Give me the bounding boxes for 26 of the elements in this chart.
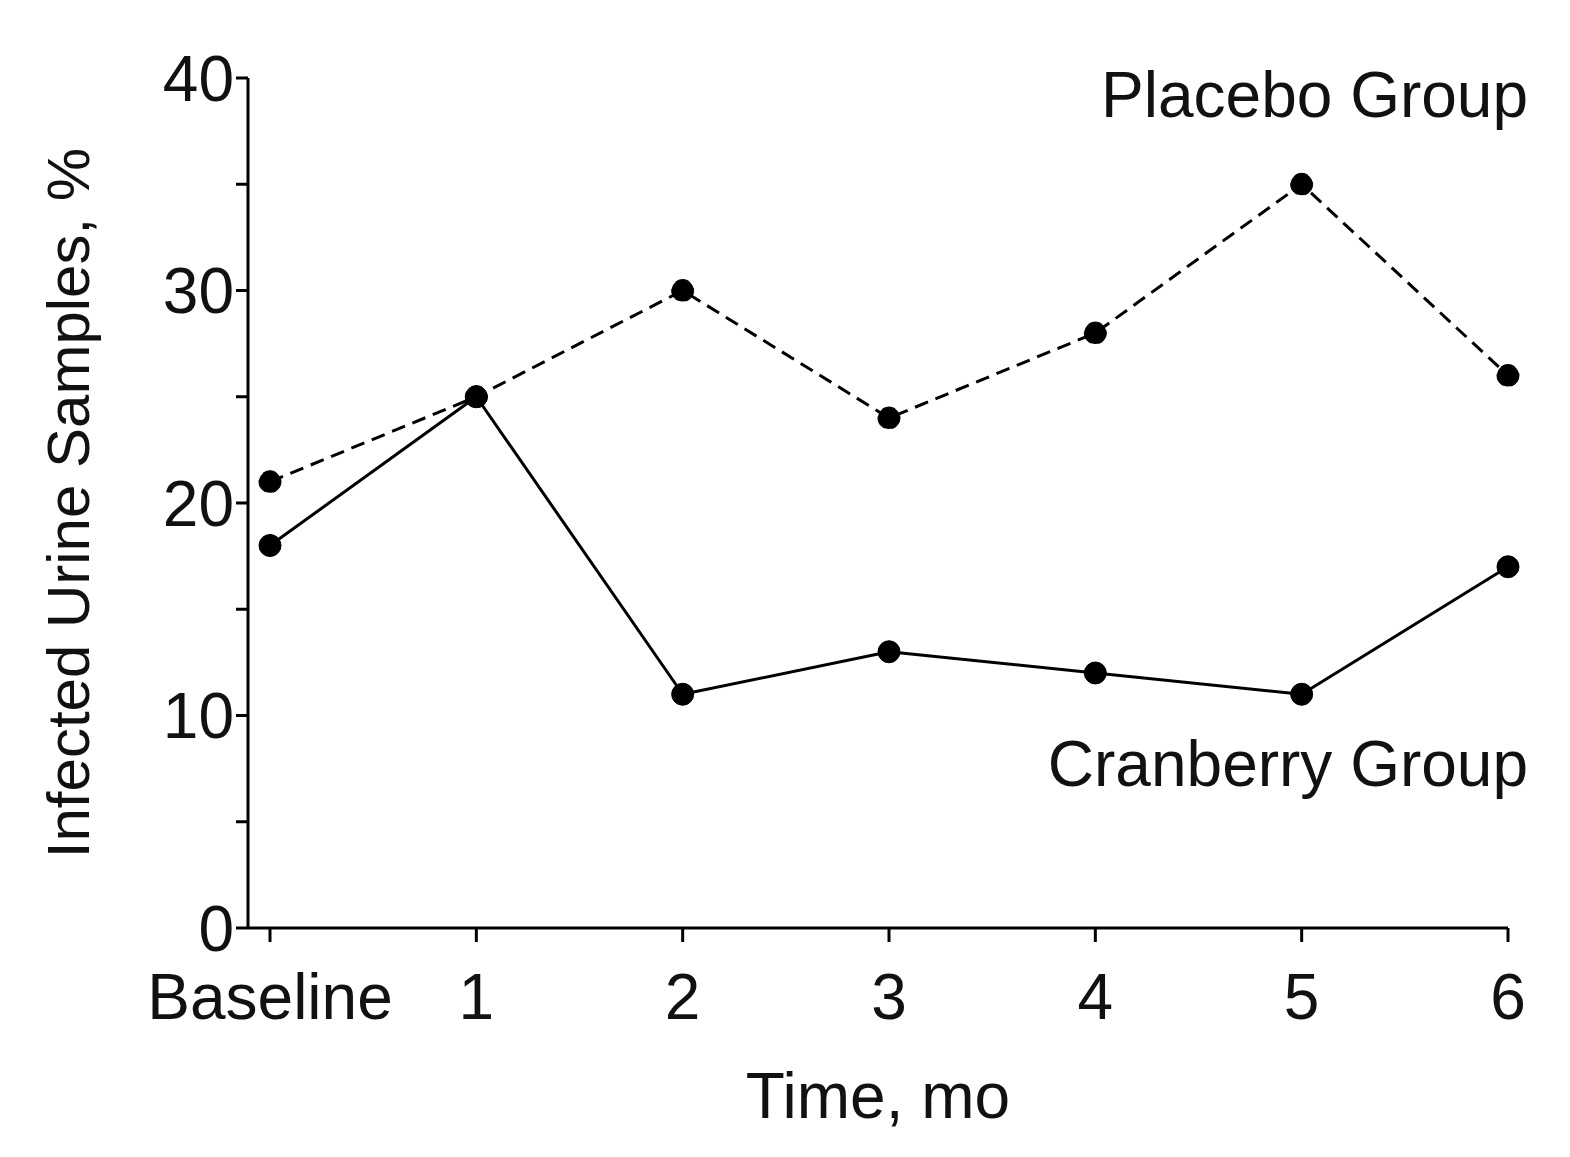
y-tick-label: 20: [162, 467, 234, 540]
point: [671, 682, 695, 706]
series-label: Cranberry Group: [1047, 726, 1528, 801]
x-tick-label: 1: [458, 961, 495, 1034]
point: [877, 640, 901, 664]
x-axis-title: Time, mo: [745, 1060, 1011, 1132]
series-label: Placebo Group: [1101, 58, 1528, 132]
y-tick-label: 10: [162, 680, 234, 753]
x-tick-label: 2: [664, 961, 701, 1034]
point: [877, 406, 901, 430]
x-tick-label: 6: [1490, 961, 1526, 1034]
x-tick-label: 5: [1283, 961, 1320, 1034]
point: [671, 279, 695, 302]
point: [1496, 364, 1520, 387]
x-tick-label: 4: [1077, 961, 1114, 1034]
point: [1290, 172, 1314, 196]
point: [258, 534, 282, 557]
x-tick-label: 3: [871, 961, 907, 1034]
y-tick-label: 30: [162, 255, 234, 328]
point: [1290, 682, 1314, 706]
y-axis-title: Infected Urine Samples, %: [35, 147, 103, 859]
point: [258, 470, 282, 494]
point: [1083, 661, 1107, 685]
y-tick-label: 40: [162, 42, 234, 115]
point: [1496, 555, 1520, 579]
point: [1083, 321, 1107, 345]
